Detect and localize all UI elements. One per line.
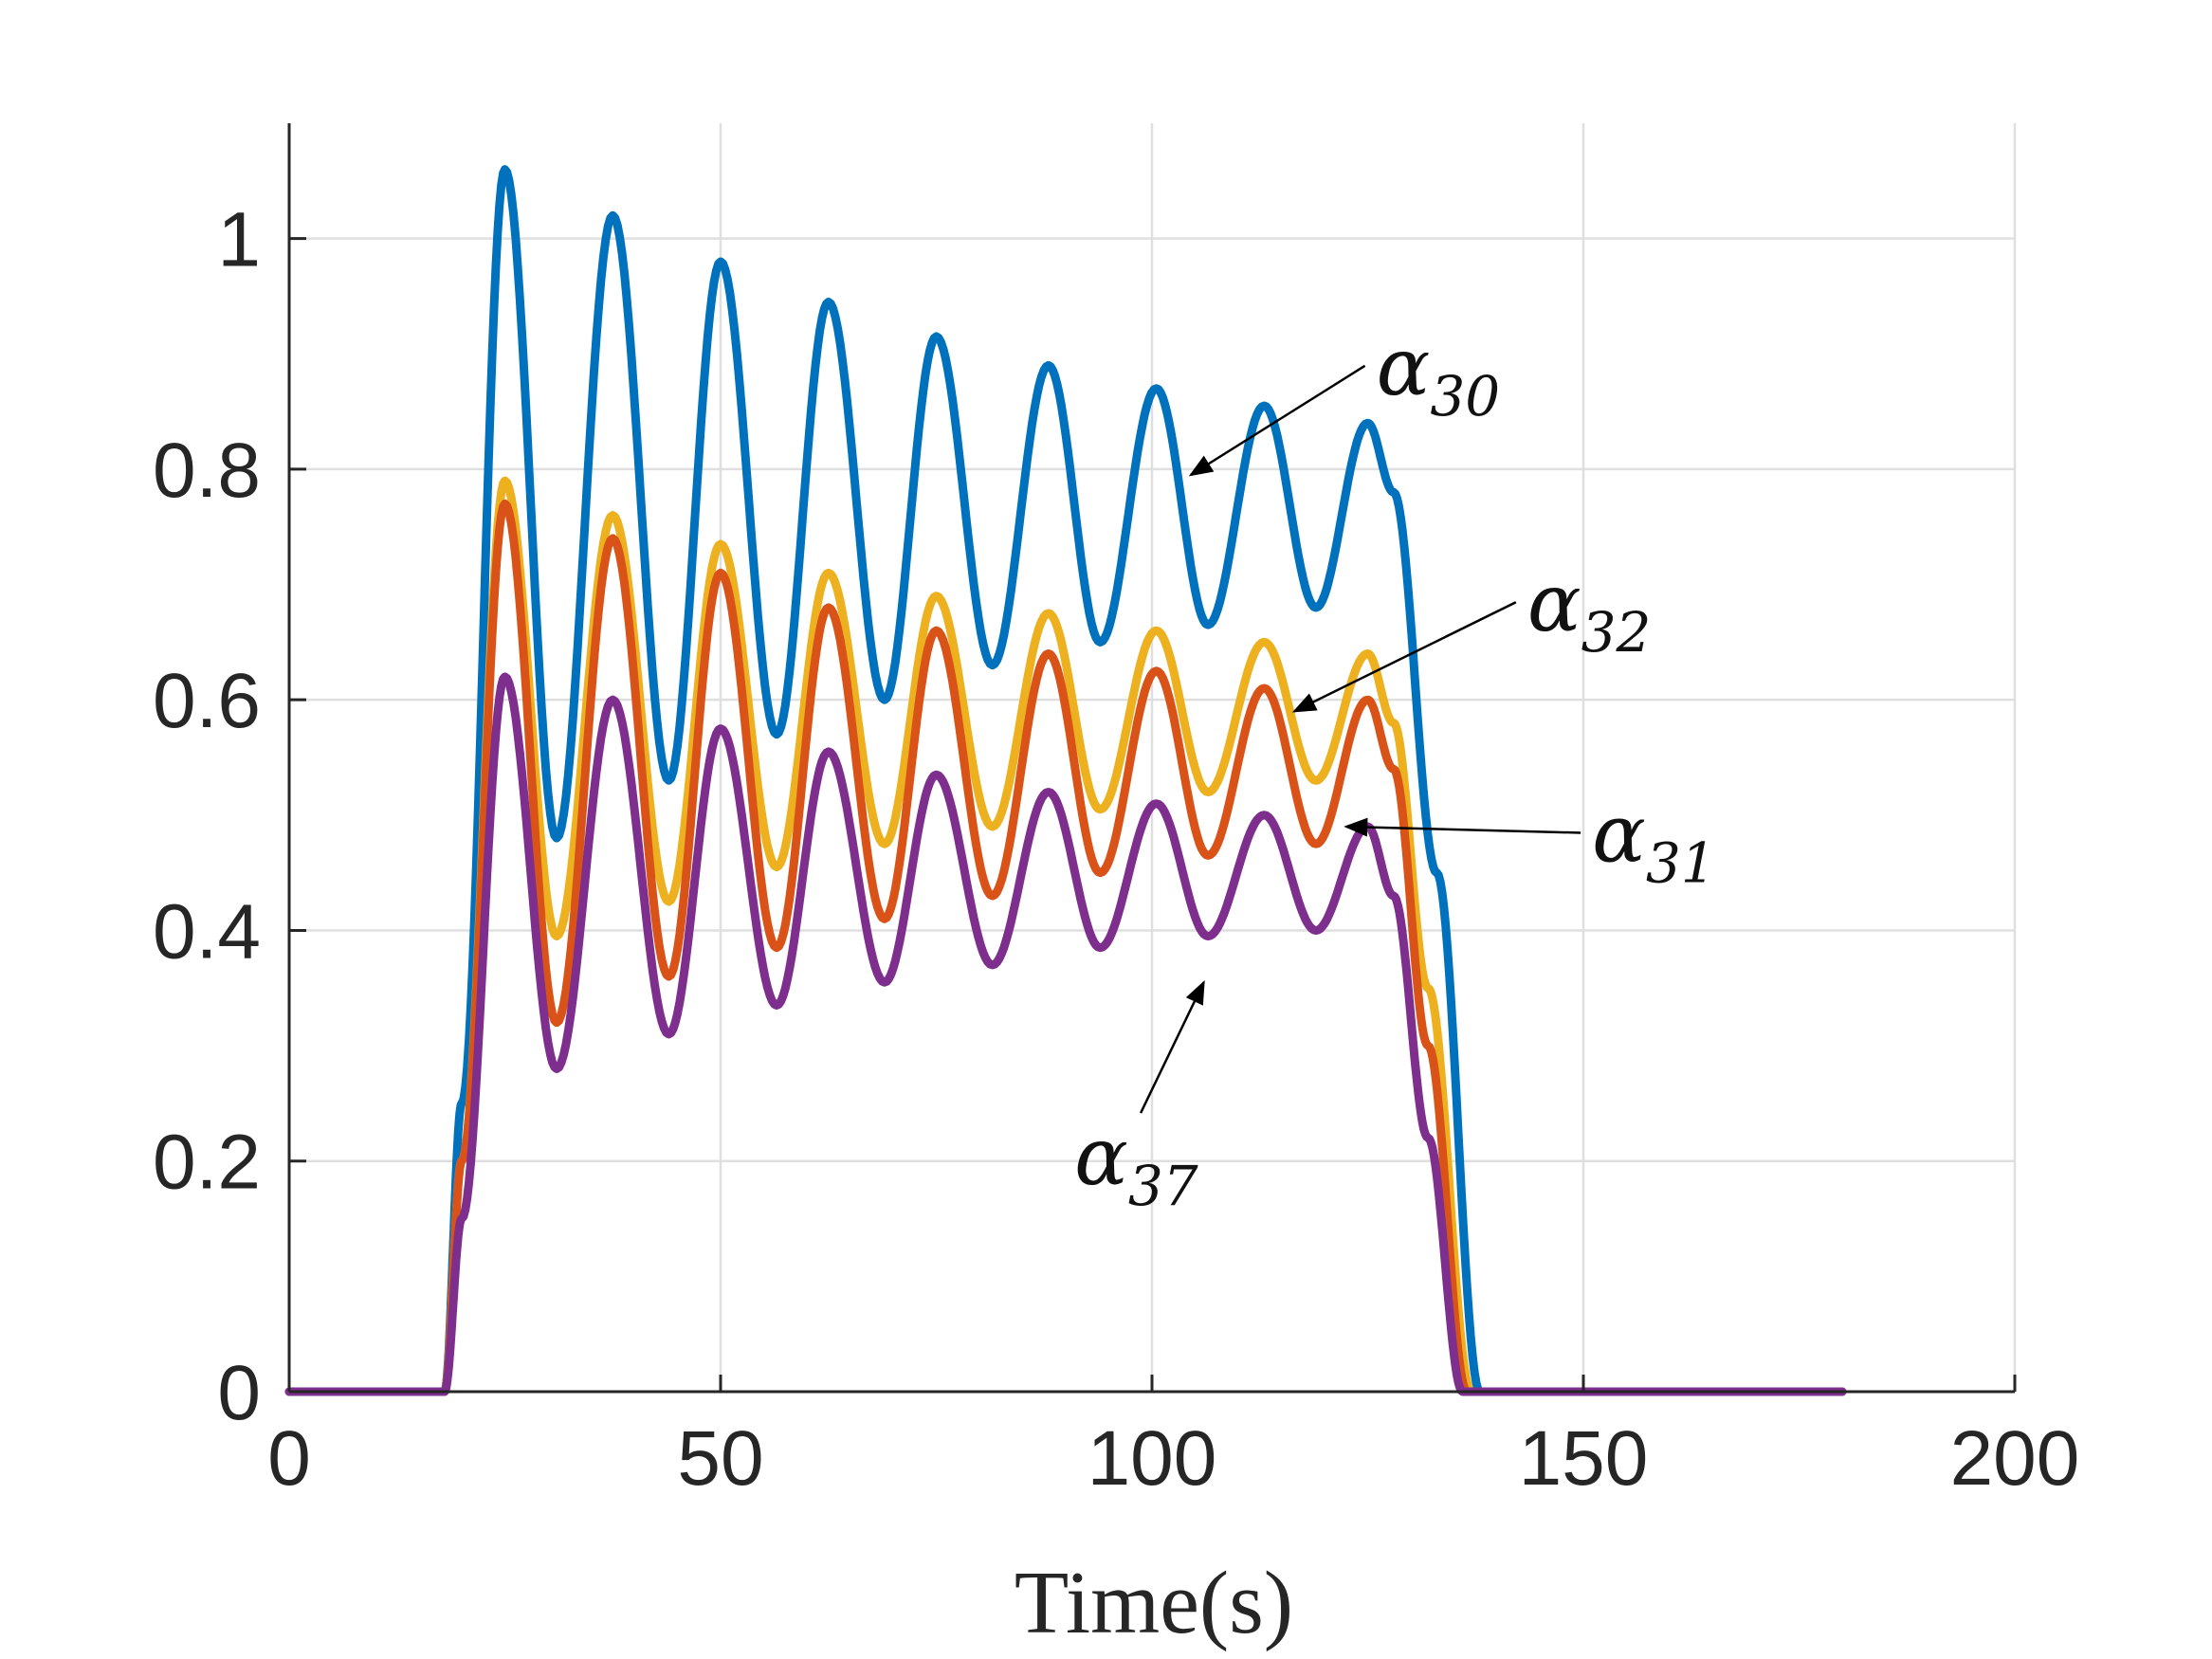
series-line-a37	[284, 672, 1847, 1396]
annotation-arrow-a30	[1188, 364, 1366, 477]
y-tick-label: 0	[217, 1350, 261, 1436]
series-line-a30	[284, 165, 1847, 1396]
x-tick-label: 50	[677, 1415, 763, 1502]
series-line-a31	[284, 499, 1847, 1396]
annotation-label-a31: α31	[1592, 787, 1716, 895]
x-tick-label: 0	[267, 1415, 311, 1502]
series-layer	[284, 165, 1847, 1396]
y-tick-label: 0.6	[153, 658, 261, 744]
series-line-a32	[284, 476, 1847, 1396]
annotation-arrow-a32	[1291, 601, 1517, 713]
annotation-label-a32: α32	[1527, 556, 1652, 665]
annotation-label-a37: α37	[1074, 1110, 1198, 1218]
y-tick-label: 0.4	[153, 888, 261, 975]
y-tick-label: 0.2	[153, 1120, 261, 1206]
x-tick-label: 200	[1950, 1415, 2080, 1502]
tick-labels: 0 50 100 150 200 0 0.2 0.4 0.6 0.8 1	[153, 197, 2079, 1502]
y-tick-label: 1	[217, 197, 261, 283]
x-axis-title: Time(s)	[1015, 1554, 1293, 1652]
axes	[287, 123, 2017, 1394]
y-tick-label: 0.8	[153, 428, 261, 514]
annotation-arrow-a31	[1344, 817, 1581, 837]
x-tick-label: 100	[1088, 1415, 1217, 1502]
annotation-label-a30: α30	[1377, 320, 1501, 428]
x-tick-label: 150	[1519, 1415, 1649, 1502]
annotation-arrow-a37	[1139, 979, 1205, 1114]
